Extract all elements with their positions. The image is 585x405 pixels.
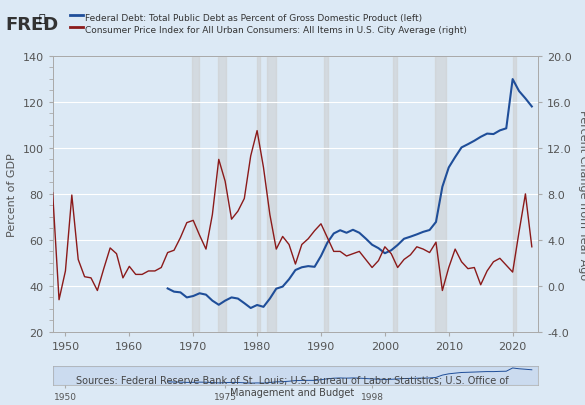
Text: Consumer Price Index for All Urban Consumers: All Items in U.S. City Average (ri: Consumer Price Index for All Urban Consu… xyxy=(85,26,467,35)
Bar xyxy=(435,57,446,332)
Bar xyxy=(267,57,276,332)
Bar xyxy=(53,367,538,385)
Bar xyxy=(512,57,516,332)
Bar xyxy=(218,57,226,332)
Bar xyxy=(257,57,260,332)
Text: FRED: FRED xyxy=(6,16,59,34)
Text: Sources: Federal Reserve Bank of St. Louis; U.S. Bureau of Labor Statistics; U.S: Sources: Federal Reserve Bank of St. Lou… xyxy=(76,375,509,397)
Bar xyxy=(324,57,328,332)
Text: 📈: 📈 xyxy=(38,14,44,24)
Bar xyxy=(393,57,397,332)
Text: Federal Debt: Total Public Debt as Percent of Gross Domestic Product (left): Federal Debt: Total Public Debt as Perce… xyxy=(85,14,422,23)
Y-axis label: Percent Change from Year Ago: Percent Change from Year Ago xyxy=(577,109,585,279)
Bar xyxy=(192,57,199,332)
Y-axis label: Percent of GDP: Percent of GDP xyxy=(7,153,17,236)
